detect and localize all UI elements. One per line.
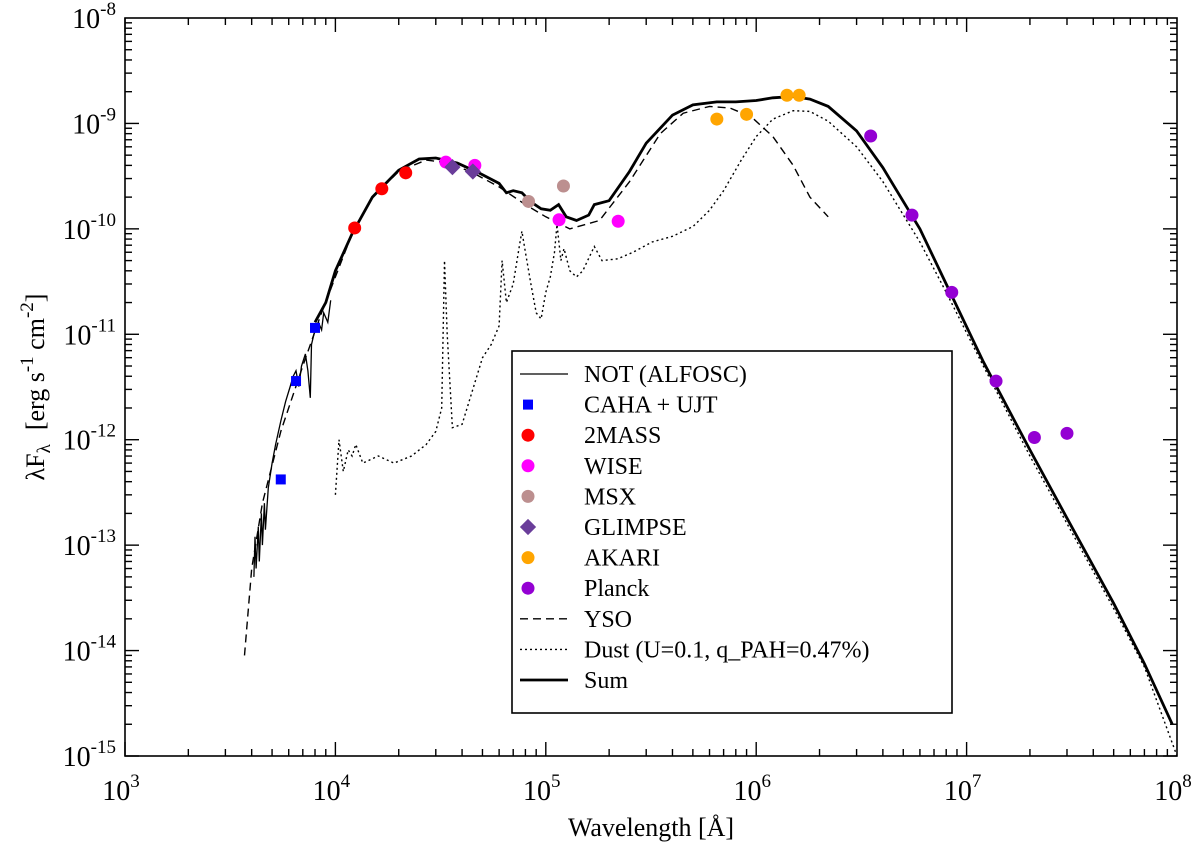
legend-swatch-akari (521, 551, 535, 565)
y-tick-label: 10-9 (72, 104, 116, 140)
y-tick-label: 10-13 (63, 526, 116, 562)
legend-label-2mass: 2MASS (584, 423, 661, 449)
data-point-planck (1027, 430, 1041, 444)
x-tick-label: 105 (523, 771, 561, 807)
data-point-planck (905, 208, 919, 222)
x-tick-label: 104 (313, 771, 351, 807)
data-point-2mass (375, 182, 389, 196)
plot-frame (124, 17, 1178, 757)
axis-ticks (124, 18, 1177, 757)
data-point-akari (710, 112, 724, 126)
x-tick-label: 107 (944, 771, 982, 807)
data-point-2mass (348, 221, 362, 235)
legend-swatch-2mass (521, 428, 535, 442)
legend: NOT (ALFOSC) CAHA + UJT 2MASS WISE MSX GLIMPS… (511, 350, 953, 714)
y-tick-label: 10-12 (63, 421, 116, 457)
data-point-akari (740, 107, 754, 121)
y-tick-label: 10-8 (72, 0, 116, 35)
legend-swatch-wise (521, 459, 535, 473)
data-point-msx (556, 179, 570, 193)
legend-label-not-alfosc: NOT (ALFOSC) (584, 362, 747, 388)
data-point-wise (611, 214, 625, 228)
legend-label-yso: YSO (584, 607, 632, 633)
x-tick-label: 106 (733, 771, 771, 807)
series-line-dust-u-0-1-q-pah-0-47 (334, 109, 1178, 757)
legend-label-caha-ujt: CAHA + UJT (584, 393, 718, 419)
x-tick-labels: 103 104 105 106 107 108 (102, 771, 1192, 807)
data-point-caha-ujt (275, 474, 286, 485)
legend-label-dust-u-0-1-q-pah-0-47: Dust (U=0.1, q_PAH=0.47%) (584, 637, 870, 663)
legend-label-sum: Sum (584, 668, 628, 694)
data-point-planck (1060, 426, 1074, 440)
legend-swatch-caha-ujt (523, 399, 533, 410)
data-point-wise (552, 213, 566, 227)
legend-swatch-msx (521, 489, 535, 503)
y-tick-label: 10-14 (63, 632, 117, 668)
data-point-caha-ujt (291, 376, 302, 387)
legend-swatch-planck (521, 581, 535, 595)
data-points (275, 88, 1074, 485)
legend-label-wise: WISE (584, 454, 643, 480)
data-point-glimpse (464, 163, 481, 180)
data-point-planck (864, 129, 878, 143)
data-point-msx (522, 194, 536, 208)
x-tick-label: 103 (102, 771, 140, 807)
legend-label-planck: Planck (584, 576, 649, 602)
data-point-glimpse (444, 159, 461, 176)
data-point-caha-ujt (310, 322, 321, 333)
data-point-akari (780, 88, 794, 102)
legend-swatch-glimpse (519, 518, 537, 536)
y-tick-label: 10-10 (63, 210, 116, 246)
legend-label-glimpse: GLIMPSE (584, 515, 687, 541)
y-tick-label: 10-11 (63, 315, 116, 351)
data-point-akari (792, 88, 806, 102)
x-tick-label: 108 (1154, 771, 1192, 807)
series-line-yso (243, 105, 829, 656)
data-point-2mass (399, 166, 413, 180)
data-point-planck (945, 285, 959, 299)
legend-box (511, 350, 953, 714)
x-axis-title: Wavelength [Å] (568, 813, 734, 842)
data-point-planck (989, 374, 1003, 388)
y-tick-labels: 10-8 10-9 10-10 10-11 10-12 10-13 10-14 10-15 (63, 0, 117, 773)
y-tick-label: 10-15 (63, 737, 116, 773)
legend-label-akari: AKARI (584, 546, 660, 572)
y-axis-title: λFλ[erg s-1 cm-2] (17, 294, 55, 481)
legend-label-msx: MSX (584, 484, 636, 510)
series-line-not-alfosc (253, 300, 332, 577)
